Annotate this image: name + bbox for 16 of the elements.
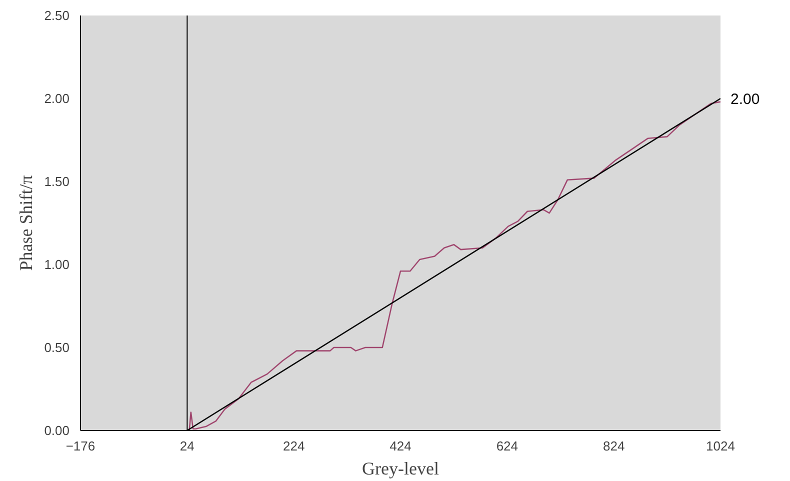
x-tick-label: 224 bbox=[282, 438, 305, 454]
y-tick-label: 1.50 bbox=[44, 174, 70, 189]
y-tick-label: 0.00 bbox=[44, 423, 70, 438]
y-tick-label: 1.00 bbox=[44, 257, 70, 272]
y-tick-label: 0.50 bbox=[44, 340, 70, 355]
x-axis-title: Grey-level bbox=[362, 458, 439, 478]
x-tick-label: 1024 bbox=[706, 438, 735, 454]
x-tick-label: 624 bbox=[496, 438, 518, 454]
y-axis-title: Phase Shift/π bbox=[16, 175, 36, 271]
x-tick-label: 824 bbox=[602, 438, 625, 454]
y-tick-label: 2.50 bbox=[44, 8, 70, 23]
y-tick-label: 2.00 bbox=[44, 91, 70, 106]
annotation: 2.00 bbox=[730, 91, 760, 108]
x-tick-label: −176 bbox=[66, 438, 96, 454]
x-tick-label: 424 bbox=[390, 438, 412, 454]
x-tick-label: 24 bbox=[180, 438, 194, 454]
